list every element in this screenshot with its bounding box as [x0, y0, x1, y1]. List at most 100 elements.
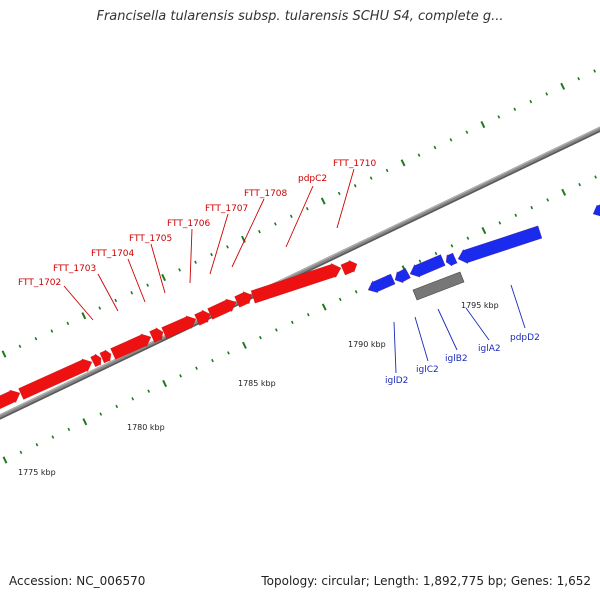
forward-label-leader: [285, 185, 314, 248]
outer-tick: [1, 350, 7, 358]
inner-tick: [290, 320, 294, 325]
scale-label: 1785 kbp: [238, 379, 276, 388]
outer-tick: [497, 115, 501, 119]
backbone-line: [0, 126, 600, 418]
inner-tick: [450, 244, 454, 248]
inner-tick-track: [2, 175, 597, 464]
outer-tick: [289, 214, 293, 219]
inner-tick: [321, 303, 327, 311]
reverse-gene-arrow: [592, 204, 600, 217]
inner-tick: [51, 435, 55, 439]
forward-label-leader: [63, 285, 94, 321]
forward-gene-arrow: [99, 349, 112, 364]
inner-tick: [227, 351, 230, 355]
inner-tick: [211, 358, 214, 363]
forward-gene-label: FTT_1708: [244, 189, 288, 199]
inner-tick: [481, 226, 487, 235]
outer-tick: [353, 184, 357, 188]
forward-label-leader: [336, 168, 355, 229]
outer-tick: [273, 222, 277, 226]
reverse-gene-label: iglC2: [416, 365, 439, 375]
inner-tick: [514, 213, 518, 217]
inner-tick: [546, 198, 550, 202]
outer-tick: [146, 283, 150, 287]
inner-tick: [274, 328, 278, 332]
inner-tick: [82, 418, 88, 426]
outer-tick: [449, 138, 453, 142]
forward-gene-arrow: [161, 315, 197, 339]
outer-tick: [210, 252, 213, 257]
accession-text: Accession: NC_006570: [9, 574, 146, 588]
outer-tick: [226, 245, 229, 249]
inner-tick: [578, 182, 582, 187]
forward-gene-arrow: [207, 298, 237, 320]
inner-tick: [147, 389, 151, 393]
outer-tick: [98, 306, 102, 310]
reverse-gene-arrow: [445, 252, 458, 267]
forward-gene-label: FTT_1705: [129, 234, 172, 244]
outer-tick: [465, 130, 469, 134]
outer-tick: [529, 99, 533, 104]
outer-tick: [369, 176, 373, 180]
inner-tick: [162, 379, 168, 388]
forward-gene-label: FTT_1710: [333, 159, 377, 169]
outer-tick-track: [1, 69, 596, 358]
forward-gene-arrow: [234, 291, 253, 308]
inner-tick: [561, 188, 567, 196]
reverse-gene-label: pdpD2: [510, 333, 540, 343]
forward-label-leader: [150, 243, 166, 294]
inner-tick: [242, 341, 247, 349]
inner-tick: [338, 297, 342, 302]
scale-label: 1790 kbp: [348, 340, 386, 349]
outer-tick: [320, 197, 326, 205]
outer-tick: [161, 273, 167, 282]
outer-tick: [560, 82, 566, 90]
outer-tick: [577, 76, 581, 81]
outer-tick: [417, 153, 421, 157]
outer-tick: [178, 268, 181, 272]
inner-tick: [131, 397, 135, 401]
inner-tick: [354, 290, 358, 294]
inner-tick: [530, 205, 534, 210]
reverse-gene-arrow: [457, 225, 543, 264]
outer-tick: [513, 107, 517, 111]
inner-tick: [195, 366, 198, 370]
outer-tick: [545, 92, 549, 96]
outer-tick: [433, 145, 437, 150]
reverse-label-leader: [437, 308, 458, 351]
outer-tick: [114, 298, 118, 303]
forward-gene-label: FTT_1703: [53, 264, 96, 274]
outer-tick: [400, 159, 406, 167]
map-title: Francisella tularensis subsp. tularensis…: [96, 9, 504, 24]
outer-tick: [66, 321, 70, 326]
forward-gene-label: FTT_1702: [18, 278, 61, 288]
reverse-gene-label: iglA2: [478, 344, 501, 354]
forward-label-leader: [231, 198, 265, 268]
inner-tick: [434, 251, 438, 256]
outer-tick: [194, 260, 197, 264]
outer-tick: [81, 312, 87, 320]
forward-gene-arrow: [250, 263, 342, 304]
forward-gene-arrow: [0, 389, 21, 410]
inner-tick: [466, 236, 470, 240]
outer-tick: [50, 329, 54, 333]
outer-tick: [130, 291, 134, 295]
inner-tick: [179, 374, 182, 378]
reverse-gene-arrow: [409, 254, 446, 278]
forward-gene-arrow: [90, 353, 102, 368]
reverse-label-leader: [414, 316, 429, 362]
outer-tick: [258, 229, 261, 234]
label-leader-lines: [63, 168, 526, 374]
inner-tick: [418, 259, 422, 263]
reverse-label-leader: [465, 307, 490, 341]
forward-gene-arrow: [18, 358, 93, 400]
other-feature-bar: [412, 271, 465, 301]
reverse-label-leader: [393, 321, 397, 374]
forward-gene-label: pdpC2: [298, 174, 327, 184]
forward-gene-arrow: [110, 333, 152, 360]
forward-gene-label: FTT_1706: [167, 219, 211, 229]
reverse-label-leader: [510, 284, 526, 329]
scale-labels: 1775 kbp 1780 kbp 1785 kbp 1790 kbp 1795 kbp: [18, 301, 499, 477]
